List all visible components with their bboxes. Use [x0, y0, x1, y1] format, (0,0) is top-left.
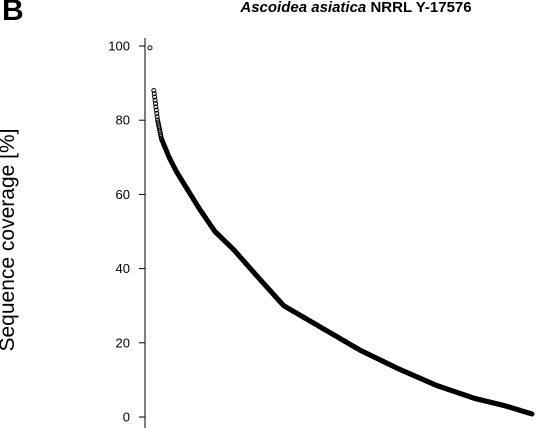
panel-label: B [2, 0, 24, 27]
y-tick-label: 20 [116, 335, 130, 350]
chart-title-strain: NRRL Y-17576 [366, 0, 472, 16]
chart-title: Ascoidea asiatica NRRL Y-17576 [0, 0, 542, 16]
chart-title-species: Ascoidea asiatica [240, 0, 367, 16]
data-point [151, 91, 157, 97]
axes: 0 20 40 60 80 100 [108, 38, 146, 428]
data-point [152, 97, 158, 103]
data-point [151, 88, 157, 94]
data-point [153, 101, 158, 107]
data-point [147, 45, 153, 51]
y-tick-label: 60 [116, 187, 130, 202]
y-tick-label: 80 [116, 113, 130, 128]
data-point [153, 107, 159, 113]
y-tick-label: 0 [123, 410, 130, 425]
data-point [158, 133, 164, 139]
data-point [154, 114, 160, 120]
data-points [147, 45, 535, 417]
data-point [529, 411, 535, 417]
y-tick-label: 40 [116, 261, 130, 276]
data-point [152, 94, 158, 100]
y-tick-label: 100 [108, 39, 130, 54]
data-point [154, 110, 160, 116]
data-point [153, 104, 159, 110]
